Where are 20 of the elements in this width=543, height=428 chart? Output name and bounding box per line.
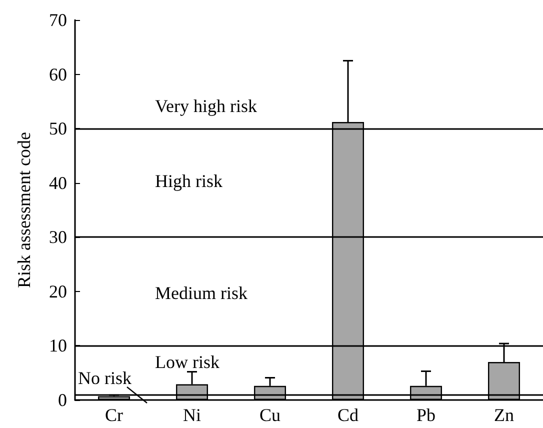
y-tick-label: 50	[49, 118, 67, 139]
y-tick-label: 0	[58, 390, 67, 410]
annotation: High risk	[155, 171, 222, 191]
y-axis-title: Risk assessment code	[14, 132, 34, 288]
x-tick-label: Zn	[494, 405, 514, 425]
x-tick-label: Pb	[416, 405, 436, 425]
y-tick-label: 10	[49, 336, 67, 356]
annotation: Medium risk	[155, 283, 248, 303]
y-tick-label: 20	[49, 281, 67, 302]
y-tick-label: 40	[49, 172, 67, 193]
y-tick-label: 30	[49, 227, 67, 248]
annotation: No risk	[78, 368, 132, 388]
y-tick-label: 70	[49, 10, 67, 30]
annotation: Very high risk	[155, 96, 257, 116]
x-tick-label: Cd	[337, 405, 359, 425]
x-tick-label: Cu	[259, 405, 281, 425]
y-tick-label: 60	[49, 64, 67, 84]
x-tick-label: Ni	[183, 405, 201, 425]
annotation: Low risk	[155, 352, 220, 372]
x-tick-label: Cr	[105, 405, 124, 425]
